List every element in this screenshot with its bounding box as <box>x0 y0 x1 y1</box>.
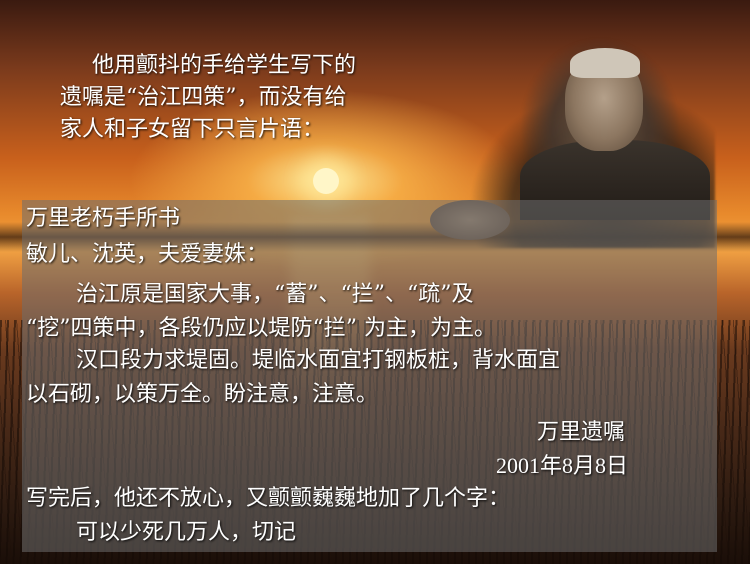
letter-heading: 万里老朽手所书 <box>26 206 181 231</box>
letter-line-4: “挖”四策中，各段仍应以堤防“拦” 为主，为主。 <box>26 316 496 341</box>
intro-text: 他用颤抖的手给学生写下的 遗嘱是“治江四策”，而没有给 家人和子女留下只言片语： <box>60 50 356 146</box>
letter-line-6: 以石砌，以策万全。盼注意，注意。 <box>26 382 379 407</box>
portrait-hair <box>570 48 640 78</box>
letter-signature: 万里遗嘱 <box>537 420 626 445</box>
letter-date: 2001年8月8日 <box>496 453 629 478</box>
intro-line-1: 他用颤抖的手给学生写下的 <box>92 53 357 78</box>
intro-line-3: 家人和子女留下只言片语： <box>60 117 325 142</box>
letter-line-3: 治江原是国家大事，“蓄”、“拦”、“疏”及 <box>76 282 474 307</box>
letter-line-5: 汉口段力求堤固。堤临水面宜打钢板桩，背水面宜 <box>76 348 561 373</box>
setting-sun <box>313 168 339 194</box>
intro-line-2: 遗嘱是“治江四策”，而没有给 <box>60 85 347 110</box>
letter-salutation: 敏儿、沈英，夫爱妻姝： <box>26 242 269 267</box>
afterword-line-1: 写完后，他还不放心，又颤颤巍巍地加了几个字： <box>26 486 511 511</box>
afterword-line-2: 可以少死几万人，切记 <box>76 520 297 545</box>
letter-panel <box>22 200 717 552</box>
